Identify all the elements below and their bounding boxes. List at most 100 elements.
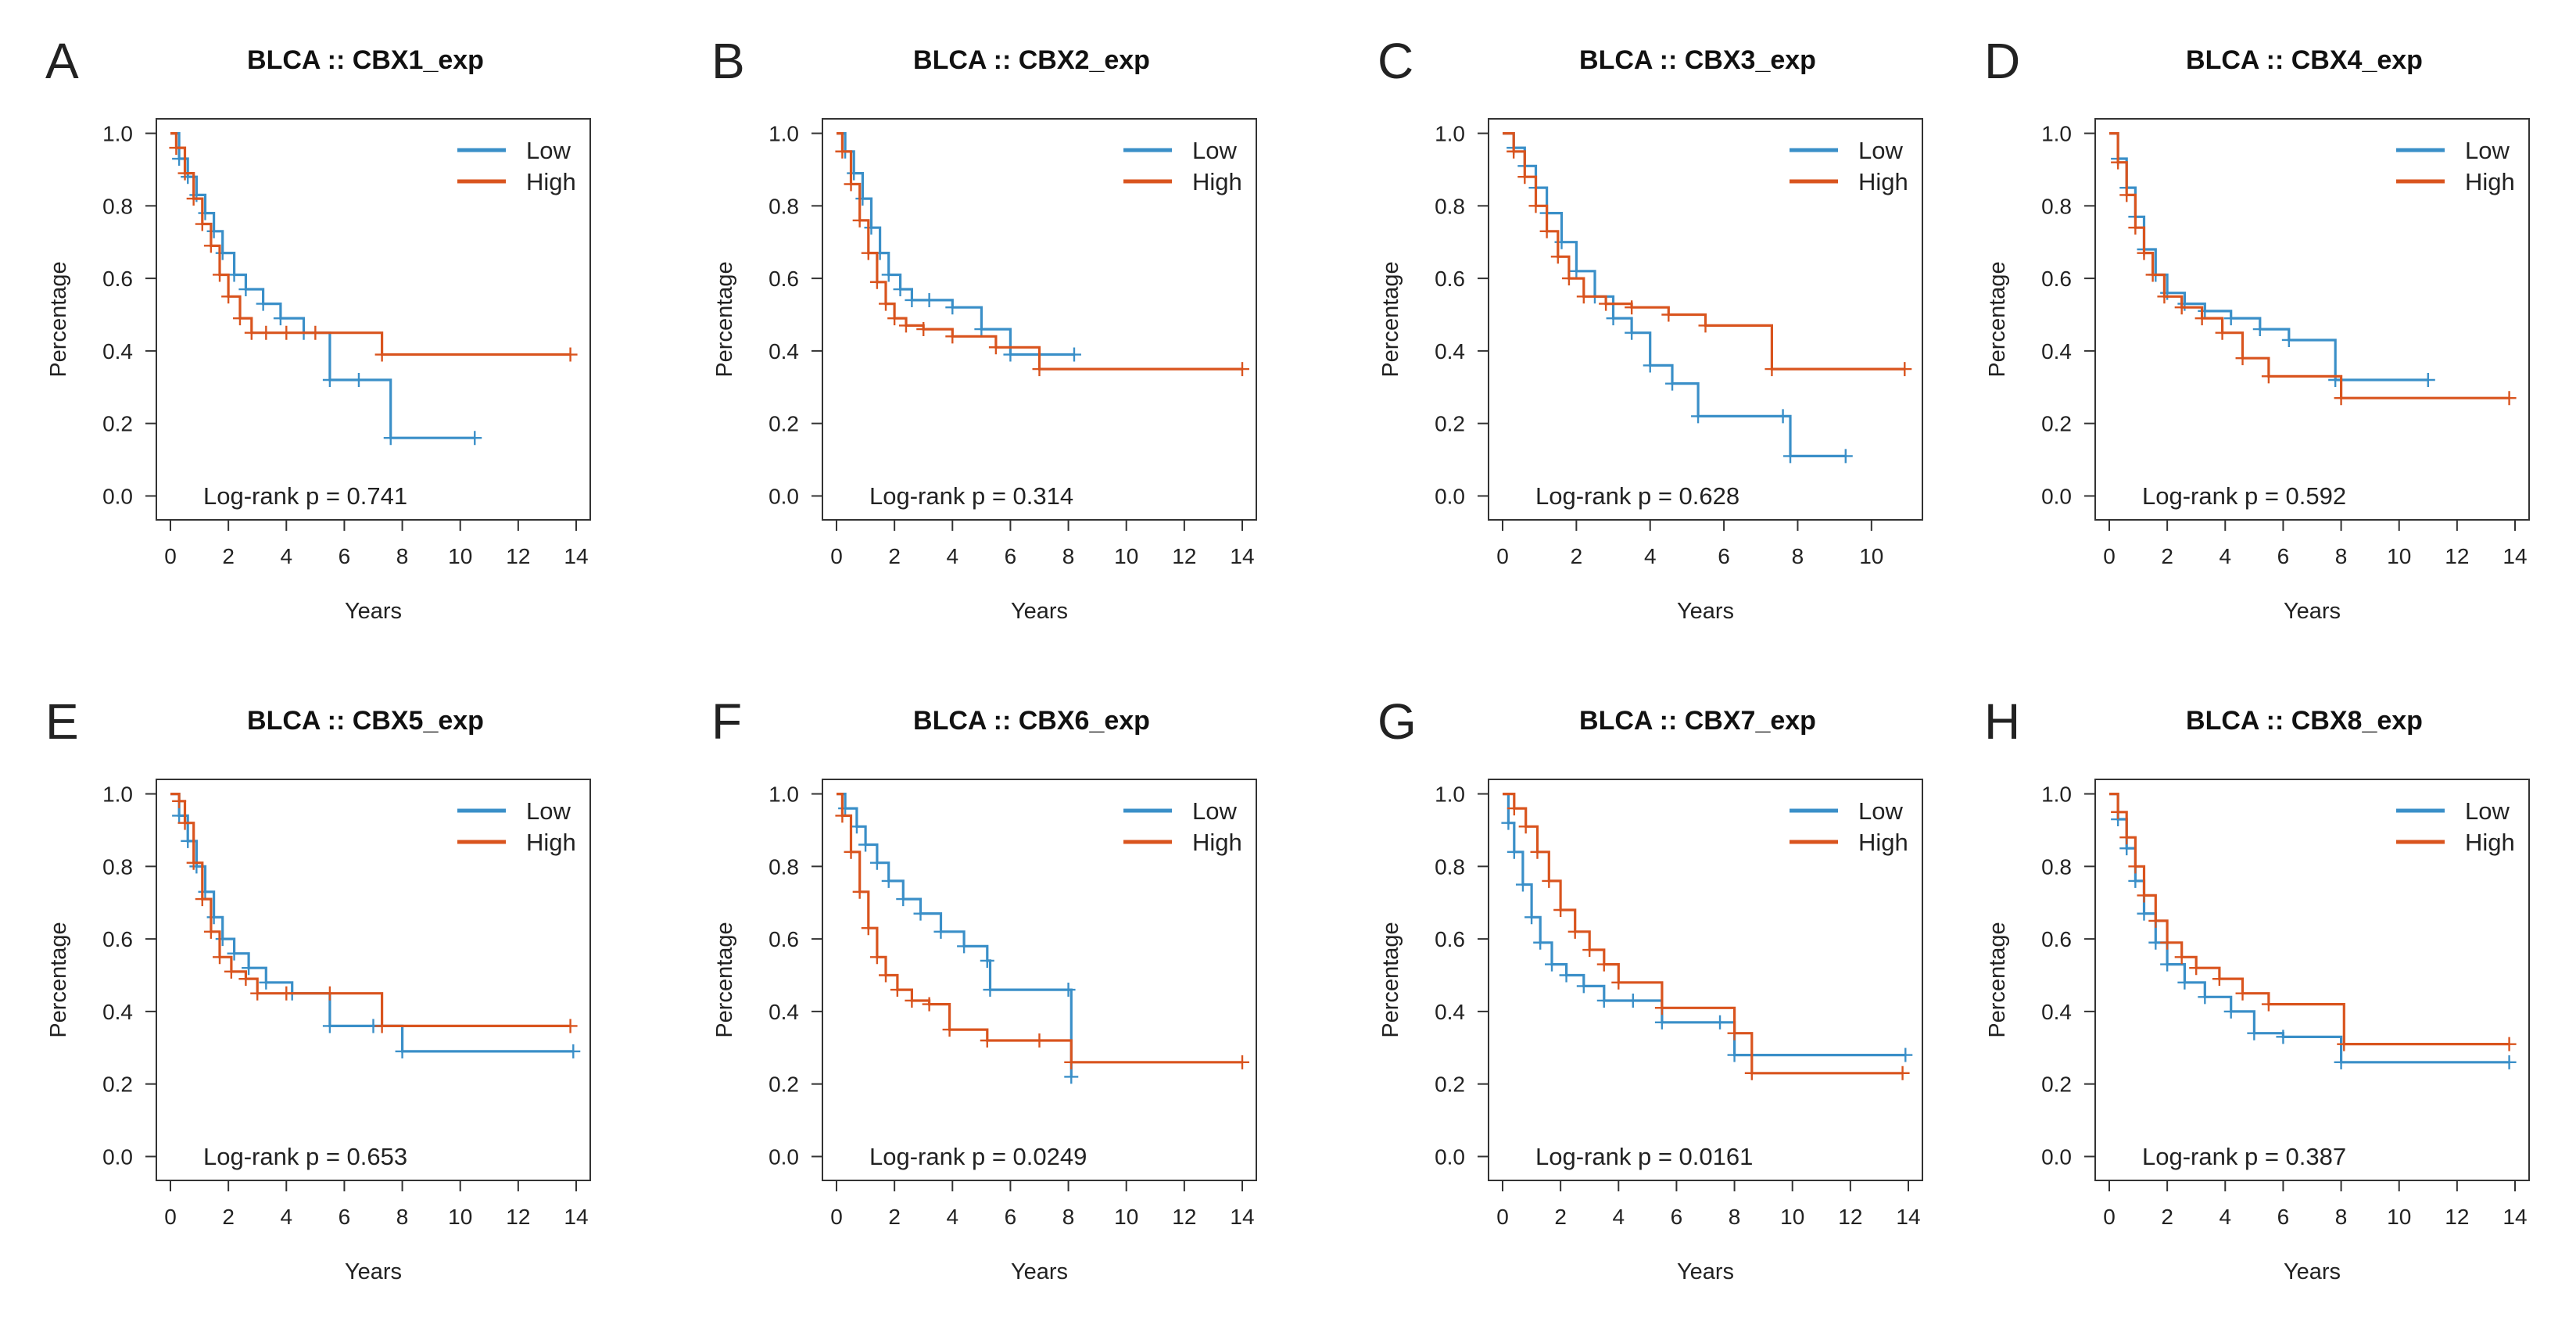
plot-frame [156,779,591,1181]
censor-mark [259,975,274,990]
censor-mark [852,884,867,899]
censor-mark [468,431,482,446]
km-curve-low [837,132,1074,356]
x-tick-label: 2 [888,1205,901,1229]
censor-mark [308,325,323,340]
censor-mark [2137,906,2151,921]
censor-mark [835,144,850,159]
censor-mark [2502,391,2517,406]
y-tick-label: 0.4 [2041,1000,2072,1024]
censor-mark [2148,913,2163,928]
y-tick-label: 0.0 [2041,484,2072,508]
censor-mark [206,224,221,238]
censor-mark [2160,935,2175,950]
x-tick-label: 14 [2503,544,2527,568]
censor-mark [1501,815,1516,830]
y-tick-label: 0.4 [1435,1000,1465,1024]
censor-mark [1576,979,1591,994]
x-tick-label: 0 [1496,544,1509,568]
plot-frame [2094,118,2530,521]
x-axis-label: Years [2284,1259,2341,1284]
logrank-annotation: Log-rank p = 0.314 [869,482,1073,510]
censor-mark [2157,289,2172,304]
plot-frame [1488,118,1923,521]
censor-mark [2420,373,2435,387]
y-tick-label: 0.2 [2041,412,2072,436]
censor-mark [1775,409,1790,424]
censor-mark [1064,1069,1079,1084]
legend-label-high: High [526,829,576,856]
censor-mark [1698,318,1713,333]
x-tick-label: 2 [1571,544,1583,568]
y-tick-label: 1.0 [2041,783,2072,807]
censor-mark [2177,975,2192,990]
x-tick-label: 10 [2387,544,2411,568]
chart-title: BLCA :: CBX1_exp [247,45,484,75]
censor-mark [198,884,213,899]
x-tick-label: 0 [2103,544,2116,568]
censor-mark [1235,362,1249,377]
x-tick-label: 6 [1671,1205,1683,1229]
censor-mark [1596,993,1611,1008]
censor-mark [1744,1066,1759,1080]
censor-mark [1625,300,1639,315]
censor-mark [974,322,989,337]
censor-mark [980,953,994,968]
logrank-annotation: Log-rank p = 0.387 [2142,1143,2346,1170]
censor-mark [1066,347,1081,362]
x-axis-label: Years [2284,599,2341,624]
censor-mark [1518,819,1533,834]
km-curve-high [170,793,571,1027]
censor-mark [922,997,937,1012]
y-tick-label: 0.0 [1435,1144,1465,1169]
y-tick-label: 0.0 [1435,484,1465,508]
y-axis-label: Percentage [1985,261,2010,377]
x-tick-label: 12 [2445,1205,2469,1229]
x-tick-label: 0 [830,1205,843,1229]
x-axis-label: Years [345,1259,402,1284]
censor-mark [1654,1001,1669,1015]
censor-mark [879,296,894,311]
censor-mark [855,192,870,206]
censor-mark [2235,351,2250,366]
y-tick-label: 0.4 [2041,339,2072,364]
censor-mark [1838,449,1853,464]
censor-mark [2160,957,2175,972]
km-curve-low [2109,793,2510,1064]
x-axis-label: Years [345,599,402,624]
censor-mark [563,347,578,362]
censor-mark [1599,296,1614,311]
x-tick-label: 8 [2335,544,2348,568]
y-tick-label: 0.6 [2041,267,2072,291]
y-tick-label: 0.4 [769,339,799,364]
y-tick-label: 0.6 [1435,267,1465,291]
censor-mark [186,855,201,870]
chart-title: BLCA :: CBX5_exp [247,706,484,736]
censor-mark [2128,873,2143,888]
censor-mark [213,267,228,282]
x-tick-label: 6 [339,1205,351,1229]
censor-mark [2160,285,2175,300]
x-tick-label: 2 [222,544,235,568]
x-tick-label: 0 [164,544,177,568]
censor-mark [905,993,919,1008]
y-tick-label: 0.2 [1435,1073,1465,1097]
legend-label-low: Low [2465,137,2510,164]
logrank-annotation: Log-rank p = 0.653 [203,1143,407,1170]
x-tick-label: 10 [1114,1205,1138,1229]
panel-letter: C [1378,33,1413,89]
km-curve-low [1503,793,1906,1057]
censor-mark [881,873,896,888]
x-tick-label: 4 [2219,1205,2231,1229]
censor-mark [1897,362,1912,377]
censor-mark [198,206,213,220]
censor-mark [244,325,259,340]
logrank-annotation: Log-rank p = 0.628 [1535,482,1739,510]
censor-mark [1064,1055,1079,1069]
panel-letter: H [1984,693,2020,750]
censor-mark [2119,188,2134,202]
censor-mark [1596,957,1611,972]
